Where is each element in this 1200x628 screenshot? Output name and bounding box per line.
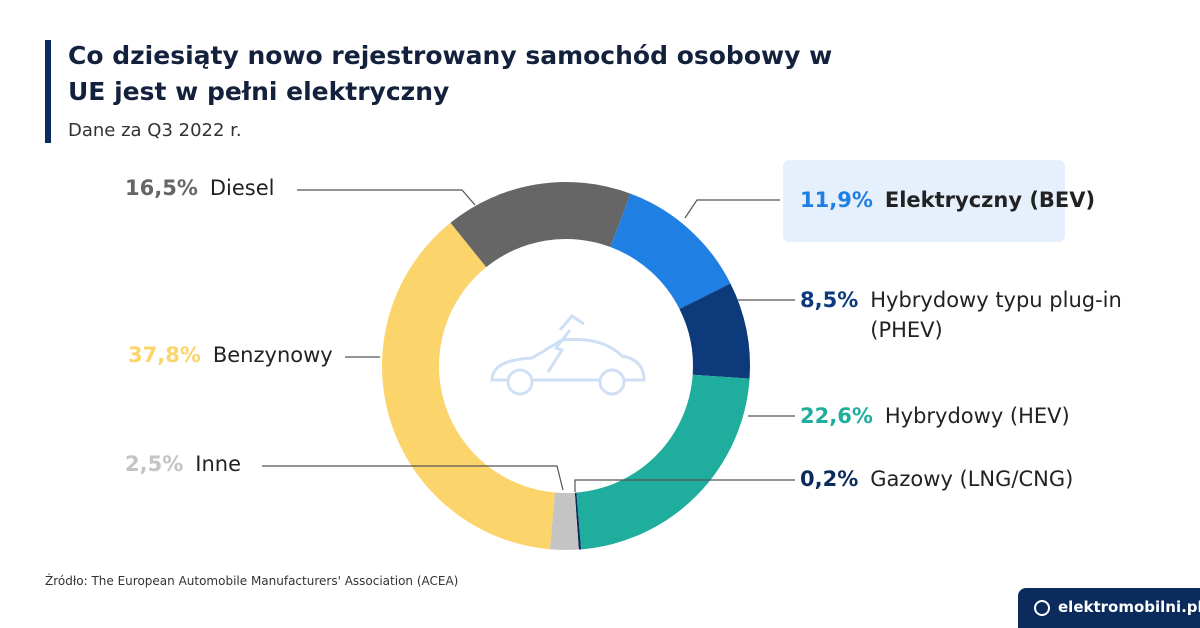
value-label: 8,5%	[800, 288, 859, 312]
donut-segment	[610, 193, 731, 310]
value-label: 37,8%	[128, 343, 201, 367]
value-label: 16,5%	[125, 176, 198, 200]
value-label: 0,2%	[800, 467, 859, 491]
slice-label: 11,9% Elektryczny (BEV)	[800, 185, 1095, 215]
donut-segment	[382, 222, 555, 550]
category-label: Hybrydowy (HEV)	[884, 404, 1070, 428]
slice-label: 16,5% Diesel	[125, 173, 274, 203]
brand-logo[interactable]: elektromobilni.pl	[1018, 588, 1200, 628]
subtitle: Dane za Q3 2022 r.	[68, 120, 242, 141]
donut-segment	[679, 283, 750, 379]
donut-segment	[574, 492, 582, 550]
slice-label: 2,5% Inne	[125, 449, 241, 479]
category-label: Elektryczny (BEV)	[884, 188, 1096, 212]
category-label: Inne	[195, 452, 241, 476]
category-label: Gazowy (LNG/CNG)	[870, 467, 1074, 491]
car-icon	[490, 314, 646, 396]
category-label: Hybrydowy typu plug-in (PHEV)	[870, 288, 1122, 342]
donut-segment	[576, 374, 750, 550]
title: Co dziesiąty nowo rejestrowany samochód …	[68, 41, 833, 106]
value-label: 22,6%	[800, 404, 873, 428]
slice-label: 22,6% Hybrydowy (HEV)	[800, 401, 1070, 431]
donut-segment	[450, 182, 631, 268]
category-label: Diesel	[209, 176, 275, 200]
slice-label: 8,5% Hybrydowy typu plug-in (PHEV)	[800, 285, 1160, 345]
brand-icon	[1034, 600, 1050, 616]
value-label: 2,5%	[125, 452, 184, 476]
leader-line	[574, 479, 795, 492]
category-label: Benzynowy	[212, 343, 333, 367]
highlight-box	[783, 160, 1065, 242]
leader-line	[262, 465, 564, 491]
leader-line	[297, 189, 476, 206]
accent-bar	[45, 40, 51, 143]
source: Źródło: The European Automobile Manufact…	[45, 574, 459, 588]
slice-label: 37,8% Benzynowy	[128, 340, 333, 370]
donut-segment	[549, 492, 579, 550]
slice-label: 0,2% Gazowy (LNG/CNG)	[800, 464, 1073, 494]
leader-line	[684, 199, 780, 219]
value-label: 11,9%	[800, 188, 873, 212]
